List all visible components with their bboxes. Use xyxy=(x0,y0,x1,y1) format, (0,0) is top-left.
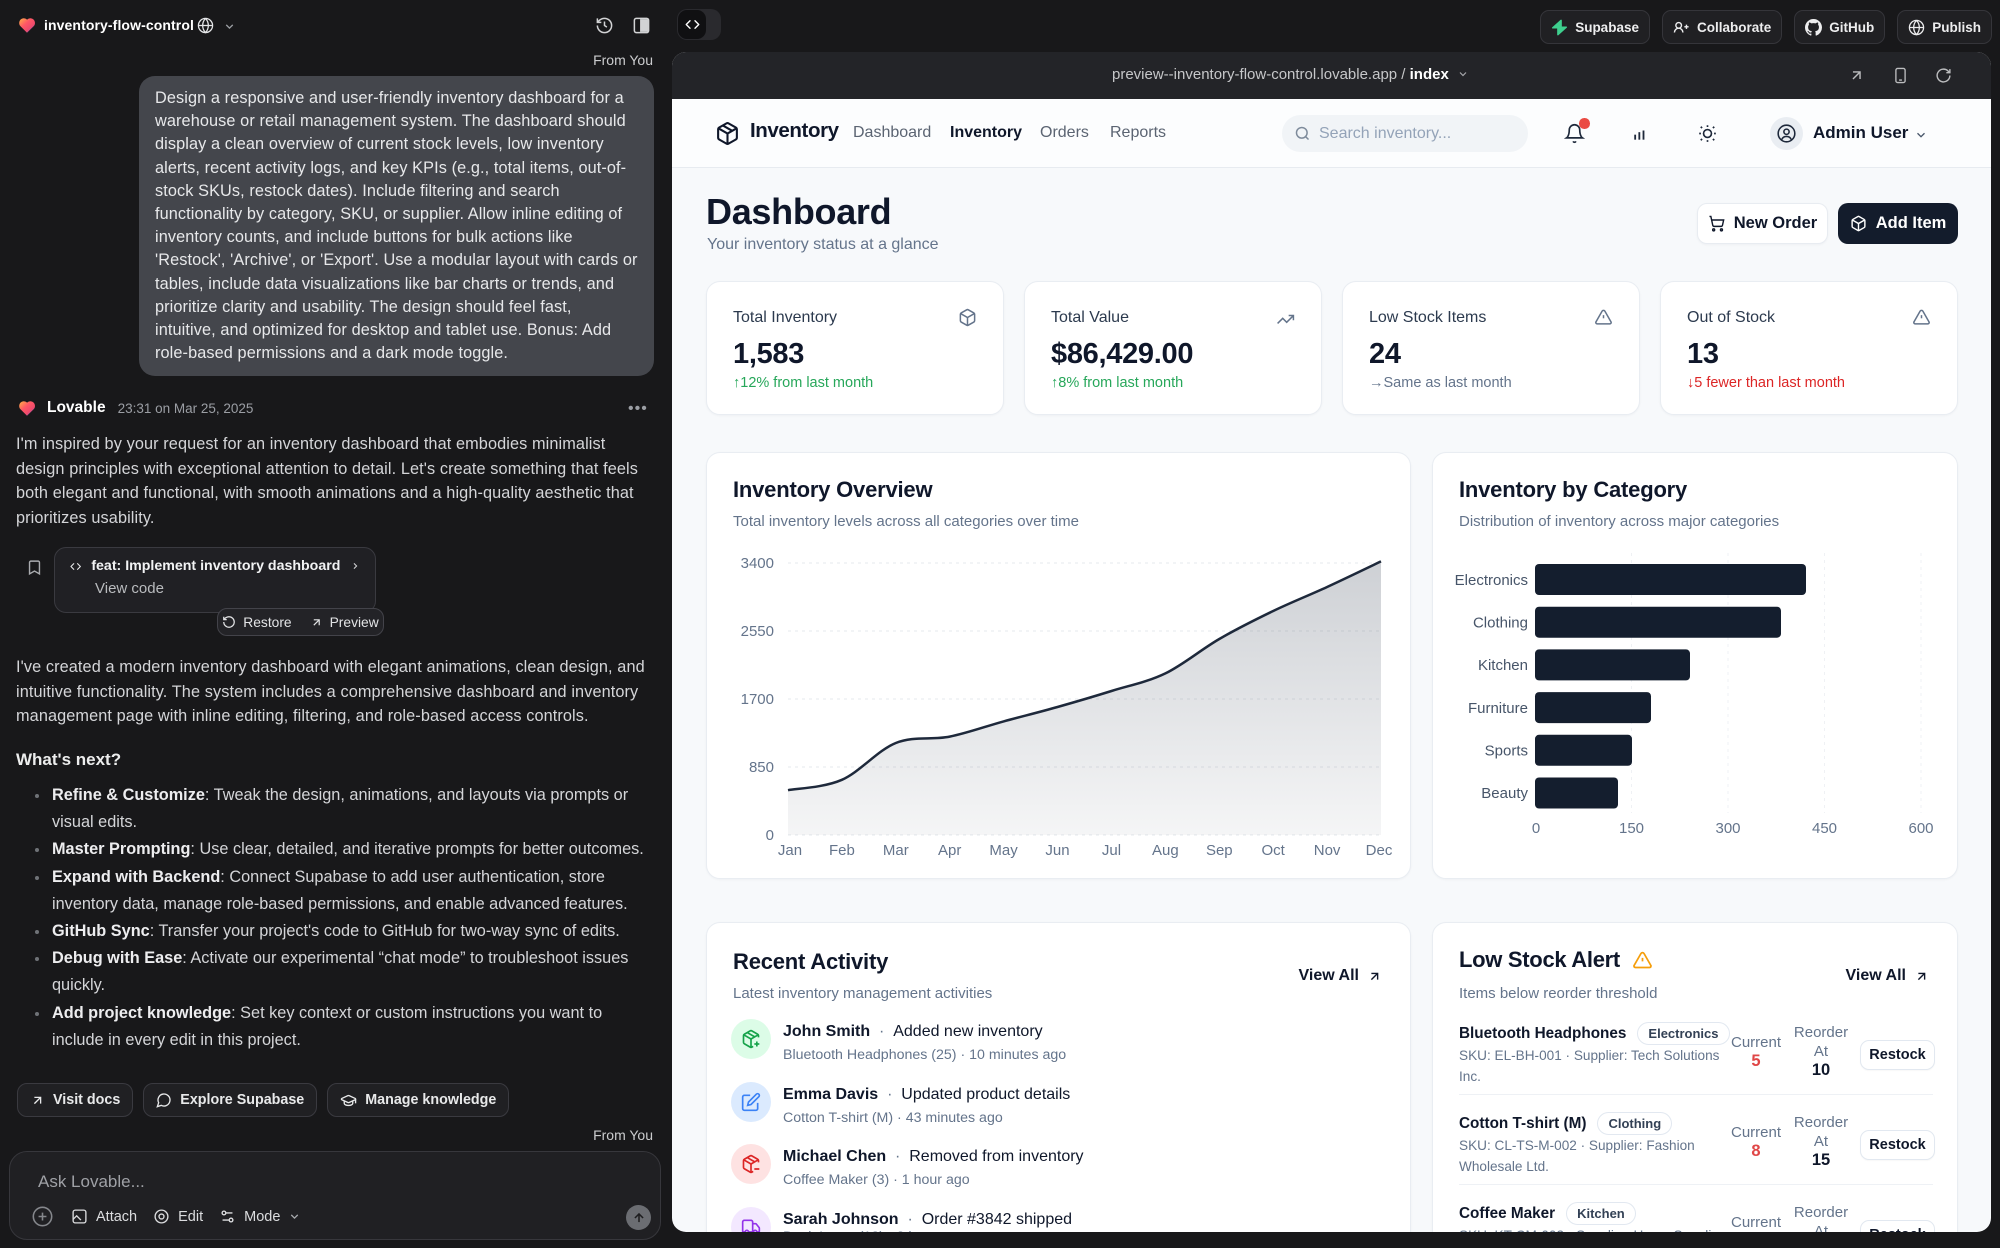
svg-text:Dec: Dec xyxy=(1366,842,1393,859)
svg-text:300: 300 xyxy=(1715,820,1740,837)
svg-text:600: 600 xyxy=(1908,820,1933,837)
svg-text:Aug: Aug xyxy=(1152,842,1179,859)
svg-text:Furniture: Furniture xyxy=(1468,700,1528,717)
svg-text:Sports: Sports xyxy=(1485,743,1528,760)
svg-text:Nov: Nov xyxy=(1314,842,1341,859)
svg-text:Clothing: Clothing xyxy=(1473,615,1528,632)
svg-text:Feb: Feb xyxy=(829,842,855,859)
svg-text:Apr: Apr xyxy=(938,842,961,859)
svg-text:Electronics: Electronics xyxy=(1455,572,1528,589)
svg-text:850: 850 xyxy=(749,759,774,776)
svg-text:3400: 3400 xyxy=(741,555,774,572)
svg-text:May: May xyxy=(989,842,1018,859)
svg-text:1700: 1700 xyxy=(741,691,774,708)
svg-text:Oct: Oct xyxy=(1262,842,1286,859)
svg-text:Jul: Jul xyxy=(1102,842,1121,859)
svg-text:0: 0 xyxy=(1532,820,1540,837)
svg-text:450: 450 xyxy=(1812,820,1837,837)
svg-text:0: 0 xyxy=(766,827,774,844)
svg-text:Jun: Jun xyxy=(1045,842,1069,859)
svg-text:2550: 2550 xyxy=(741,623,774,640)
svg-text:Beauty: Beauty xyxy=(1481,785,1528,802)
svg-text:Mar: Mar xyxy=(883,842,909,859)
svg-text:150: 150 xyxy=(1619,820,1644,837)
svg-text:Kitchen: Kitchen xyxy=(1478,657,1528,674)
svg-text:Sep: Sep xyxy=(1206,842,1233,859)
svg-text:Jan: Jan xyxy=(778,842,802,859)
